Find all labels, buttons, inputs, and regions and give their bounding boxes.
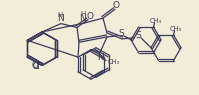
- Text: Cl: Cl: [32, 62, 40, 71]
- Text: S: S: [118, 29, 124, 38]
- Text: S: S: [135, 31, 141, 40]
- Text: O: O: [87, 12, 94, 21]
- Text: Cl: Cl: [32, 62, 40, 71]
- Text: CH₃: CH₃: [149, 18, 162, 24]
- Text: CH₃: CH₃: [169, 26, 181, 32]
- Text: Cl: Cl: [31, 61, 39, 70]
- Text: H: H: [80, 11, 86, 17]
- Text: CH₃: CH₃: [108, 59, 120, 65]
- Text: N: N: [80, 14, 86, 23]
- Text: O: O: [112, 1, 120, 10]
- Text: N: N: [57, 14, 63, 23]
- Text: H: H: [57, 12, 63, 18]
- Text: N: N: [97, 53, 103, 62]
